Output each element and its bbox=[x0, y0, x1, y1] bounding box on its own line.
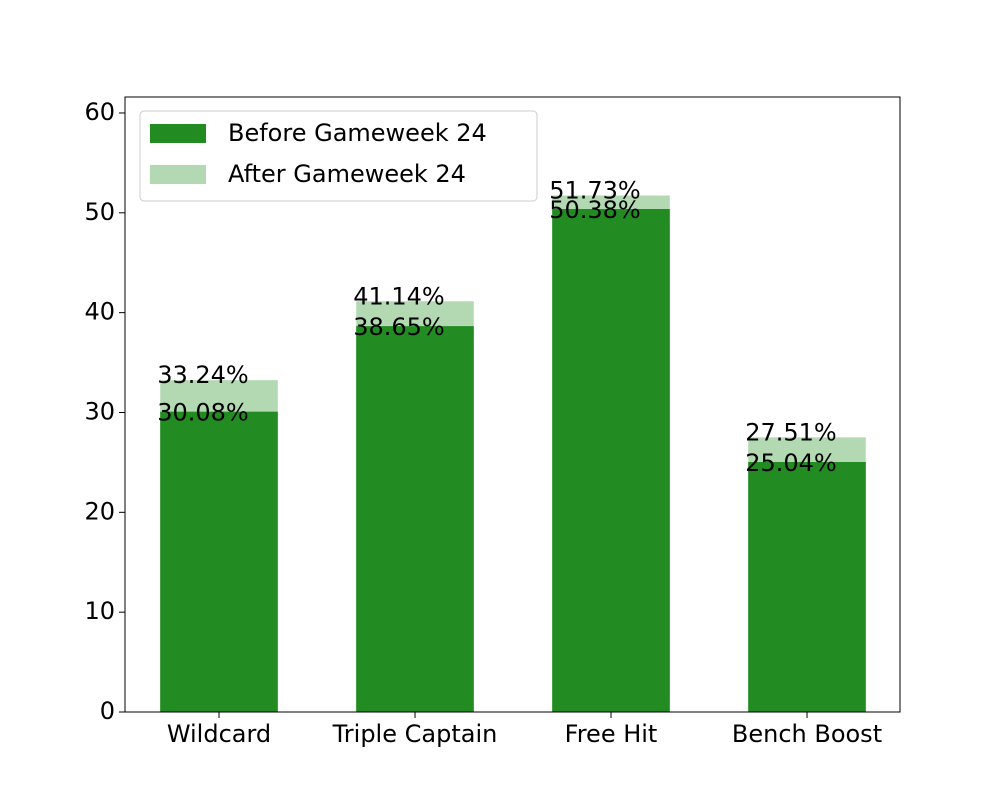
data-label: 51.73% bbox=[549, 177, 641, 205]
y-tick-label: 10 bbox=[84, 597, 115, 625]
bar bbox=[552, 209, 670, 712]
y-tick-label: 50 bbox=[84, 198, 115, 226]
y-tick-label: 20 bbox=[84, 497, 115, 525]
bar bbox=[160, 411, 278, 712]
y-tick-label: 0 bbox=[100, 697, 115, 725]
legend-swatch bbox=[150, 165, 206, 184]
y-tick-label: 30 bbox=[84, 397, 115, 425]
bar bbox=[748, 462, 866, 712]
legend-swatch bbox=[150, 124, 206, 143]
x-tick-label: Bench Boost bbox=[732, 720, 882, 748]
x-tick-label: Triple Captain bbox=[332, 720, 498, 748]
plot-frame bbox=[124, 96, 901, 713]
data-label: 41.14% bbox=[353, 282, 445, 310]
legend-box bbox=[139, 110, 538, 202]
y-tick-label: 60 bbox=[84, 98, 115, 126]
legend-label: Before Gameweek 24 bbox=[228, 119, 487, 147]
y-tick-label: 40 bbox=[84, 298, 115, 326]
data-label: 50.38% bbox=[549, 196, 641, 224]
data-label: 38.65% bbox=[353, 313, 445, 341]
legend-label: After Gameweek 24 bbox=[228, 160, 466, 188]
bar bbox=[356, 326, 474, 712]
data-label: 30.08% bbox=[157, 399, 249, 427]
x-tick-label: Free Hit bbox=[565, 720, 658, 748]
data-label: 27.51% bbox=[745, 418, 837, 446]
data-label: 25.04% bbox=[745, 449, 837, 477]
x-tick-label: Wildcard bbox=[167, 720, 271, 748]
data-label: 33.24% bbox=[157, 361, 249, 389]
